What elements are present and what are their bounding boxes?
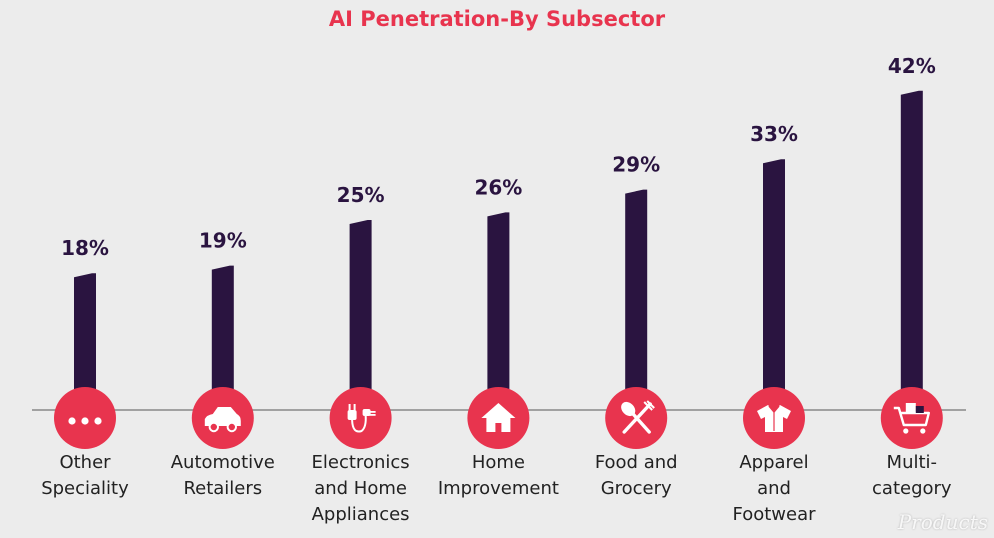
- value-label-2: 19%: [199, 229, 247, 253]
- bar-6: [763, 159, 785, 410]
- bar-1: [74, 273, 96, 410]
- value-label-4: 26%: [474, 175, 522, 199]
- category-label-5: Food and Grocery: [595, 452, 678, 499]
- category-label-6: Apparel and Footwear: [732, 452, 816, 525]
- cart-icon: [880, 387, 943, 449]
- bar-3: [349, 220, 372, 410]
- bar-4: [487, 212, 510, 410]
- value-label-7: 42%: [888, 54, 936, 78]
- bar-7: [900, 90, 923, 411]
- car-icon: [191, 387, 254, 449]
- fork-spoon-icon: [605, 387, 668, 449]
- value-label-5: 29%: [612, 153, 660, 177]
- category-label-3: Electronics and Home Appliances: [312, 452, 410, 525]
- category-label-1: Other Speciality: [41, 452, 129, 499]
- value-label-3: 25%: [337, 183, 385, 207]
- category-label-2: Automotive Retailers: [171, 452, 275, 499]
- house-icon: [467, 387, 530, 449]
- value-label-6: 33%: [750, 122, 798, 146]
- plug-icon: [329, 387, 392, 449]
- bar-5: [625, 189, 648, 410]
- dots-icon: [54, 387, 116, 449]
- chart-title: AI Penetration-By Subsector: [328, 7, 666, 31]
- value-label-1: 18%: [61, 236, 109, 260]
- shirt-icon: [743, 387, 805, 449]
- watermark: Products: [897, 510, 988, 534]
- category-label-7: Multi-category: [872, 452, 952, 499]
- category-label-4: Home Improvement: [438, 452, 559, 499]
- bar-2: [211, 265, 234, 410]
